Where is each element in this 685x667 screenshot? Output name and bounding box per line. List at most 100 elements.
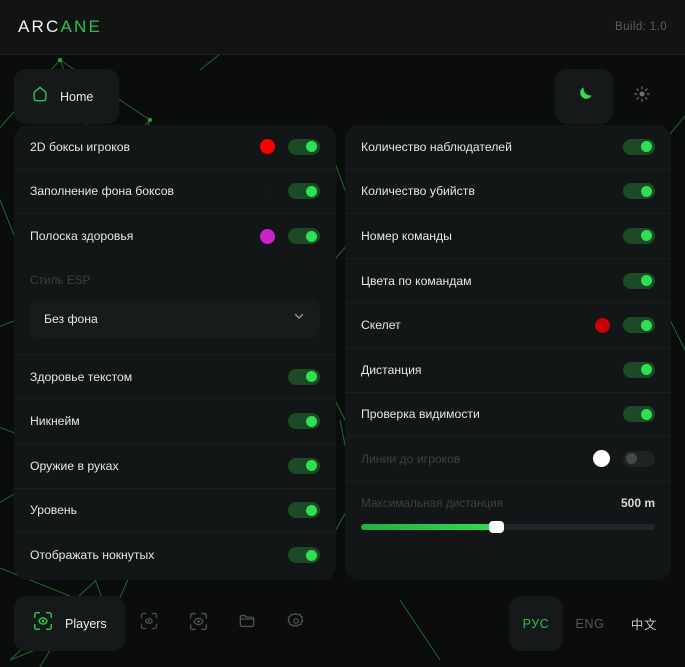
setting-toggle[interactable] — [623, 183, 655, 200]
setting-row[interactable]: Уровень — [14, 489, 336, 534]
esp-style-block: Стиль ESP Без фона — [14, 259, 336, 355]
toggle-knob — [306, 415, 317, 427]
color-swatch[interactable] — [260, 139, 275, 155]
setting-row[interactable]: Проверка видимости — [345, 393, 671, 438]
language-option-zh[interactable]: 中文 — [617, 596, 671, 651]
setting-label: Номер команды — [361, 228, 452, 243]
setting-label: Количество убийств — [361, 184, 475, 199]
toggle-knob — [641, 364, 652, 376]
app-logo: ARCANE — [18, 17, 102, 37]
language-selector: РУС ENG 中文 — [509, 596, 671, 651]
toggle-knob — [641, 141, 652, 153]
setting-label: Заполнение фона боксов — [30, 184, 174, 199]
settings-panel-left: 2D боксы игроков Заполнение фона боксов … — [14, 125, 336, 580]
theme-dark-button[interactable] — [555, 69, 613, 124]
language-option-ru-label: РУС — [522, 616, 550, 631]
color-swatch[interactable] — [595, 317, 610, 333]
setting-row[interactable]: 2D боксы игроков — [14, 125, 336, 170]
setting-label: 2D боксы игроков — [30, 139, 130, 154]
toggle-knob — [641, 230, 652, 242]
setting-toggle[interactable] — [623, 361, 655, 378]
bottom-nav-item-settings[interactable] — [272, 596, 321, 651]
top-nav-row: Home — [0, 55, 685, 125]
setting-row[interactable]: Оружие в руках — [14, 444, 336, 489]
folder-icon — [237, 611, 257, 636]
setting-toggle[interactable] — [623, 227, 655, 244]
setting-row[interactable]: Отображать нокнутых — [14, 533, 336, 578]
setting-row[interactable]: Количество наблюдателей — [345, 125, 671, 170]
setting-row[interactable]: Скелет — [345, 303, 671, 348]
color-swatch[interactable] — [260, 183, 275, 199]
theme-light-button[interactable] — [613, 69, 671, 124]
setting-toggle[interactable] — [288, 547, 320, 564]
setting-toggle[interactable] — [623, 138, 655, 155]
setting-toggle[interactable] — [288, 413, 320, 430]
bottom-nav-item-2[interactable] — [125, 596, 174, 651]
toggle-knob — [306, 504, 317, 516]
setting-toggle[interactable] — [623, 317, 655, 334]
setting-controls — [593, 450, 655, 468]
target-eye-small-icon — [139, 611, 159, 636]
left-rows-top-group: 2D боксы игроков Заполнение фона боксов … — [14, 125, 336, 259]
max-distance-value: 500 m — [620, 495, 655, 510]
setting-controls — [623, 406, 655, 423]
logo-text-primary: ARC — [18, 17, 61, 36]
setting-label: Никнейм — [30, 414, 80, 429]
toggle-knob — [306, 371, 317, 383]
setting-row[interactable]: Цвета по командам — [345, 259, 671, 304]
setting-toggle[interactable] — [623, 272, 655, 289]
setting-row-disabled[interactable]: Линии до игроков — [345, 437, 671, 482]
max-distance-header: Максимальная дистанция 500 m — [361, 496, 655, 510]
moon-icon — [575, 85, 594, 109]
nav-item-home[interactable]: Home — [14, 69, 119, 124]
toggle-knob — [306, 230, 317, 242]
setting-label: Здоровье текстом — [30, 369, 133, 384]
color-swatch[interactable] — [260, 228, 275, 244]
chevron-down-icon — [292, 309, 306, 328]
setting-toggle[interactable] — [623, 406, 655, 423]
bottom-nav-item-folder[interactable] — [223, 596, 272, 651]
sun-icon — [633, 85, 651, 108]
setting-controls — [288, 502, 320, 519]
setting-row[interactable]: Дистанция — [345, 348, 671, 393]
language-option-ru[interactable]: РУС — [509, 596, 563, 651]
left-rows-bottom-group: Здоровье текстом Никнейм Оружие в руках … — [14, 355, 336, 578]
toggle-knob — [641, 185, 652, 197]
setting-label: Цвета по командам — [361, 273, 472, 288]
bottom-nav-item-players[interactable]: Players — [14, 596, 125, 651]
setting-label: Оружие в руках — [30, 458, 119, 473]
setting-controls — [260, 183, 320, 200]
setting-toggle[interactable] — [623, 450, 655, 467]
slider-fill — [361, 523, 497, 530]
target-eye-wide-icon — [188, 611, 209, 637]
setting-row[interactable]: Количество убийств — [345, 170, 671, 215]
setting-toggle[interactable] — [288, 368, 320, 385]
esp-style-select[interactable]: Без фона — [30, 299, 320, 338]
max-distance-slider[interactable] — [361, 520, 655, 533]
slider-thumb[interactable] — [489, 520, 505, 533]
toggle-knob — [641, 408, 652, 420]
language-option-zh-label: 中文 — [630, 618, 658, 632]
setting-controls — [623, 272, 655, 289]
setting-row[interactable]: Номер команды — [345, 214, 671, 259]
language-option-en[interactable]: ENG — [563, 596, 617, 651]
gear-icon — [286, 611, 306, 636]
setting-row[interactable]: Здоровье текстом — [14, 355, 336, 400]
setting-toggle[interactable] — [288, 502, 320, 519]
setting-toggle[interactable] — [288, 183, 320, 200]
setting-label: Линии до игроков — [361, 451, 461, 466]
bottom-nav-item-3[interactable] — [174, 596, 223, 651]
target-eye-icon — [32, 610, 54, 637]
setting-toggle[interactable] — [288, 457, 320, 474]
color-swatch[interactable] — [593, 450, 610, 468]
setting-label: Проверка видимости — [361, 407, 480, 422]
setting-row[interactable]: Полоска здоровья — [14, 214, 336, 259]
esp-style-caption: Стиль ESP — [30, 272, 91, 287]
toggle-knob — [641, 319, 652, 331]
setting-row[interactable]: Никнейм — [14, 399, 336, 444]
toggle-knob — [641, 275, 652, 287]
setting-controls — [623, 183, 655, 200]
setting-toggle[interactable] — [288, 138, 320, 155]
setting-toggle[interactable] — [288, 228, 320, 245]
setting-row[interactable]: Заполнение фона боксов — [14, 170, 336, 215]
